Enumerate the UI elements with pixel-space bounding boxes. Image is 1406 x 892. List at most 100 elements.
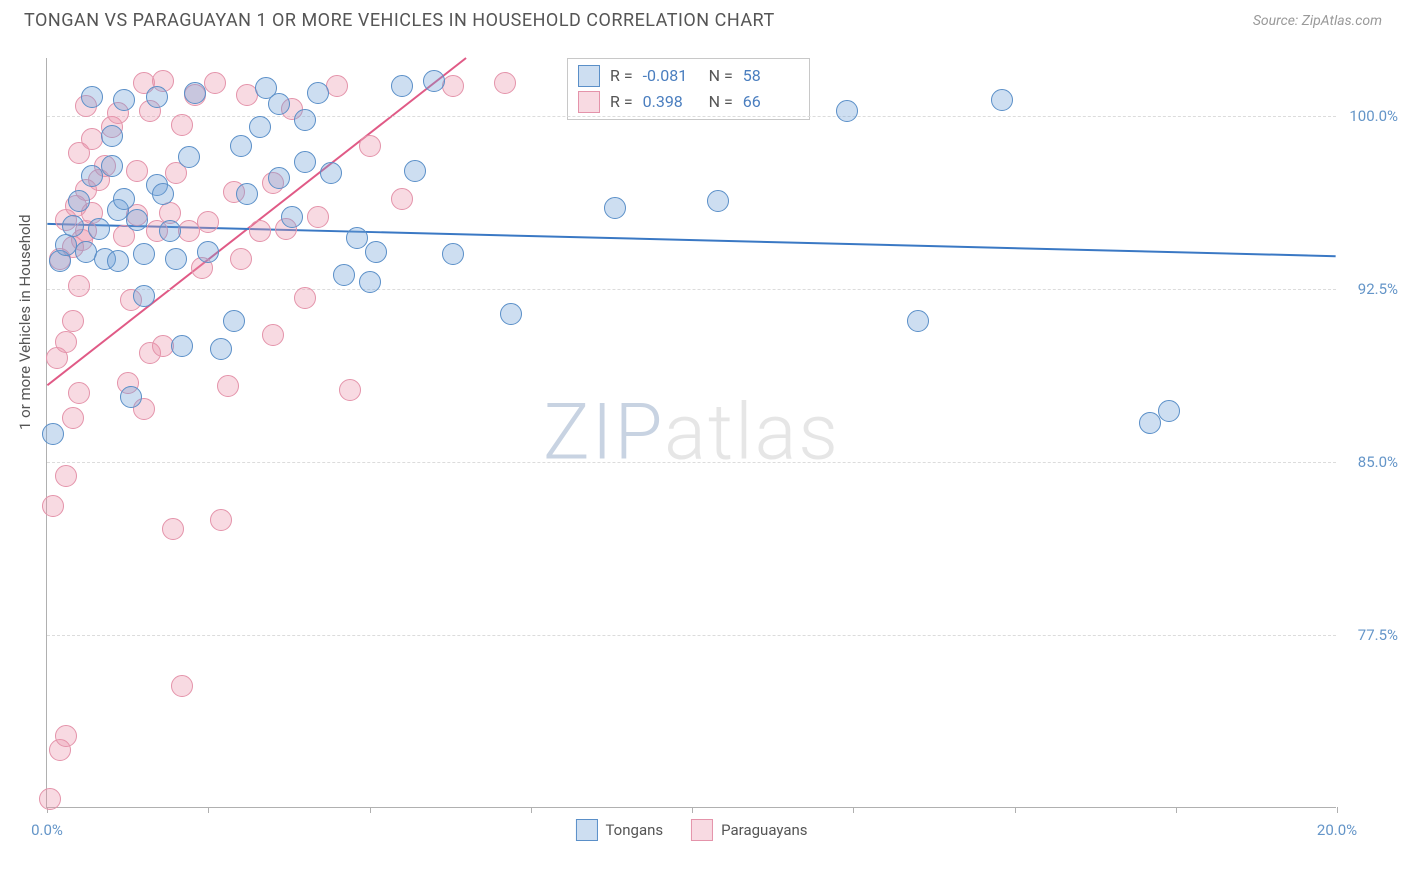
- scatter-point: [171, 675, 193, 697]
- scatter-point: [236, 183, 258, 205]
- xtick: [1176, 807, 1177, 813]
- scatter-point: [39, 788, 61, 810]
- n-value-paraguayans: 66: [743, 89, 799, 115]
- scatter-point: [294, 109, 316, 131]
- scatter-point: [294, 287, 316, 309]
- swatch-tongans: [578, 65, 600, 87]
- scatter-point: [68, 382, 90, 404]
- scatter-point: [107, 199, 129, 221]
- scatter-point: [133, 398, 155, 420]
- xtick-label: 0.0%: [31, 821, 63, 839]
- scatter-point: [62, 407, 84, 429]
- scatter-point: [55, 234, 77, 256]
- scatter-point: [94, 248, 116, 270]
- swatch-paraguayans: [578, 91, 600, 113]
- scatter-point: [268, 167, 290, 189]
- scatter-point: [49, 739, 71, 761]
- chart-source: Source: ZipAtlas.com: [1253, 13, 1382, 29]
- scatter-point: [159, 202, 181, 224]
- scatter-chart: ZIPatlas R = -0.081 N = 58 R = 0.398 N =…: [46, 58, 1336, 808]
- scatter-point: [101, 116, 123, 138]
- scatter-point: [126, 204, 148, 226]
- scatter-point: [107, 250, 129, 272]
- scatter-point: [113, 188, 135, 210]
- scatter-point: [217, 375, 239, 397]
- xtick: [208, 807, 209, 813]
- scatter-point: [423, 70, 445, 92]
- gridline: [47, 116, 1336, 117]
- scatter-point: [184, 82, 206, 104]
- scatter-point: [836, 100, 858, 122]
- scatter-point: [62, 310, 84, 332]
- scatter-point: [210, 509, 232, 531]
- n-value-tongans: 58: [743, 63, 799, 89]
- scatter-point: [294, 151, 316, 173]
- y-axis-title: 1 or more Vehicles in Household: [16, 214, 34, 430]
- scatter-point: [165, 248, 187, 270]
- scatter-point: [75, 241, 97, 263]
- legend-swatch-paraguayans: [691, 819, 713, 841]
- scatter-point: [171, 114, 193, 136]
- scatter-point: [236, 84, 258, 106]
- scatter-point: [223, 181, 245, 203]
- r-label: R =: [610, 89, 633, 115]
- scatter-point: [42, 495, 64, 517]
- scatter-point: [171, 335, 193, 357]
- trendline: [47, 58, 466, 385]
- scatter-point: [333, 264, 355, 286]
- scatter-point: [75, 95, 97, 117]
- scatter-point: [178, 220, 200, 242]
- stat-row-tongans: R = -0.081 N = 58: [578, 63, 799, 89]
- scatter-point: [126, 209, 148, 231]
- scatter-point: [204, 72, 226, 94]
- gridline: [47, 289, 1336, 290]
- watermark: ZIPatlas: [543, 387, 840, 478]
- xtick: [1337, 807, 1338, 813]
- scatter-point: [113, 89, 135, 111]
- chart-title: TONGAN VS PARAGUAYAN 1 OR MORE VEHICLES …: [24, 10, 775, 31]
- xtick: [692, 807, 693, 813]
- scatter-point: [991, 89, 1013, 111]
- scatter-point: [391, 75, 413, 97]
- scatter-point: [120, 386, 142, 408]
- stat-row-paraguayans: R = 0.398 N = 66: [578, 89, 799, 115]
- scatter-point: [391, 188, 413, 210]
- scatter-point: [152, 70, 174, 92]
- scatter-point: [230, 135, 252, 157]
- legend-item-paraguayans: Paraguayans: [691, 819, 807, 841]
- scatter-point: [365, 241, 387, 263]
- scatter-point: [907, 310, 929, 332]
- scatter-point: [307, 82, 329, 104]
- scatter-point: [81, 86, 103, 108]
- scatter-point: [49, 250, 71, 272]
- scatter-point: [191, 257, 213, 279]
- legend-label-tongans: Tongans: [605, 821, 663, 839]
- xtick: [1015, 807, 1016, 813]
- n-label: N =: [709, 63, 733, 89]
- scatter-point: [81, 202, 103, 224]
- scatter-point: [68, 142, 90, 164]
- scatter-point: [42, 423, 64, 445]
- watermark-atlas: atlas: [664, 387, 840, 478]
- scatter-point: [320, 162, 342, 184]
- scatter-point: [604, 197, 626, 219]
- scatter-point: [249, 220, 271, 242]
- xtick: [47, 807, 48, 813]
- r-label: R =: [610, 63, 633, 89]
- xtick: [853, 807, 854, 813]
- scatter-point: [146, 86, 168, 108]
- scatter-point: [65, 195, 87, 217]
- scatter-point: [62, 215, 84, 237]
- trendlines-svg: [47, 58, 1336, 807]
- legend-item-tongans: Tongans: [575, 819, 663, 841]
- xtick: [531, 807, 532, 813]
- scatter-point: [113, 225, 135, 247]
- trendline: [47, 224, 1335, 256]
- scatter-point: [404, 160, 426, 182]
- scatter-point: [152, 335, 174, 357]
- chart-header: TONGAN VS PARAGUAYAN 1 OR MORE VEHICLES …: [0, 0, 1406, 37]
- legend-swatch-tongans: [575, 819, 597, 841]
- scatter-point: [133, 243, 155, 265]
- stat-legend: R = -0.081 N = 58 R = 0.398 N = 66: [567, 58, 810, 120]
- scatter-point: [442, 75, 464, 97]
